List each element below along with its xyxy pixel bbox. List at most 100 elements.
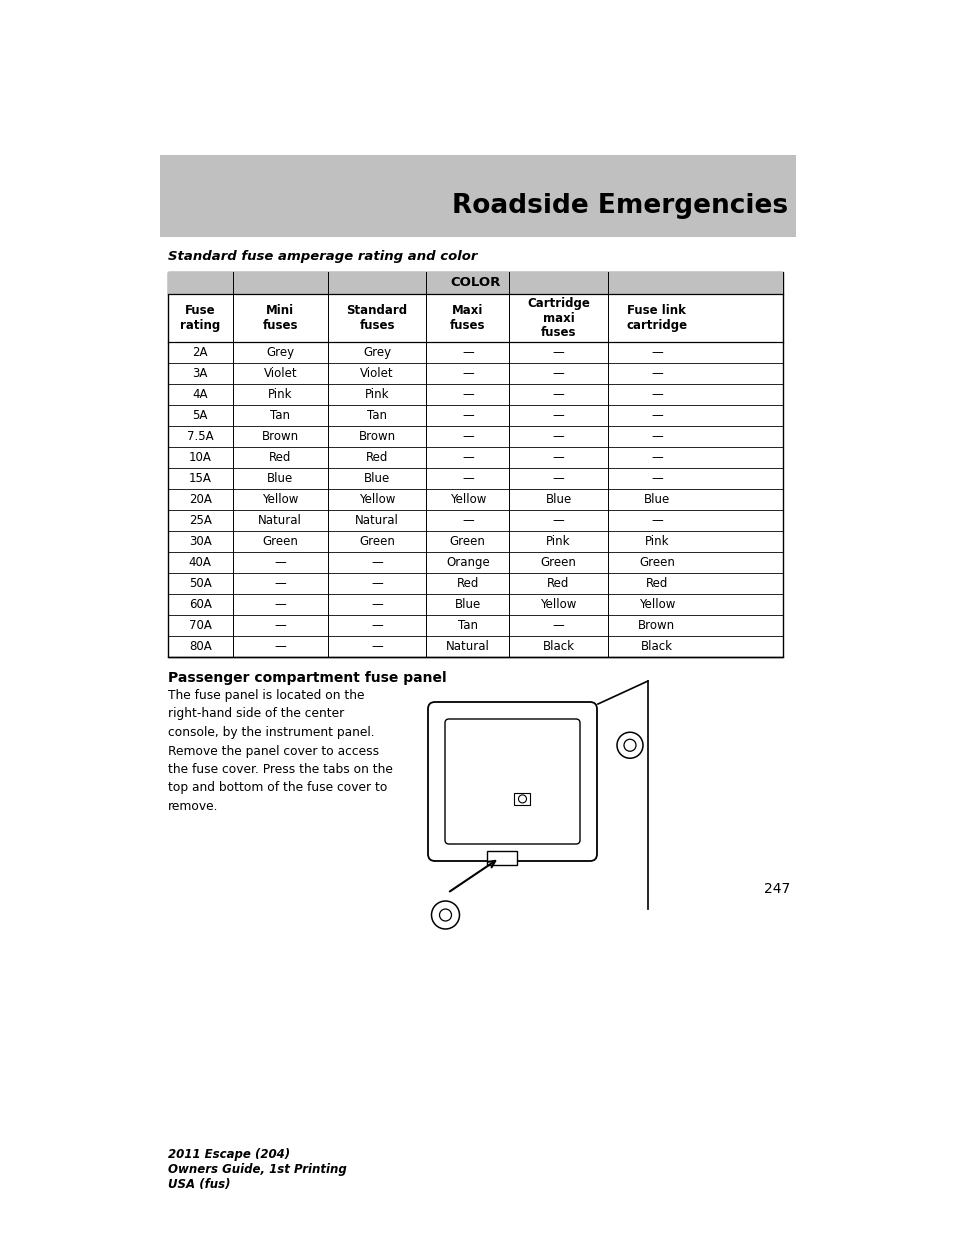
Text: 5A: 5A	[193, 409, 208, 422]
Text: —: —	[371, 577, 382, 590]
Text: 40A: 40A	[189, 556, 212, 569]
Text: —: —	[552, 430, 564, 443]
Text: —: —	[274, 577, 286, 590]
Text: Tan: Tan	[270, 409, 290, 422]
Text: Red: Red	[456, 577, 478, 590]
Text: Pink: Pink	[268, 388, 293, 401]
Text: Tan: Tan	[457, 619, 477, 632]
Text: —: —	[650, 346, 662, 359]
Text: —: —	[461, 346, 474, 359]
Text: 30A: 30A	[189, 535, 212, 548]
Text: Yellow: Yellow	[539, 598, 577, 611]
Text: 25A: 25A	[189, 514, 212, 527]
Text: Yellow: Yellow	[449, 493, 485, 506]
Text: Pink: Pink	[644, 535, 668, 548]
Text: Blue: Blue	[455, 598, 480, 611]
Text: Green: Green	[358, 535, 395, 548]
Text: Natural: Natural	[258, 514, 302, 527]
Text: 15A: 15A	[189, 472, 212, 485]
Text: Brown: Brown	[638, 619, 675, 632]
Text: Mini
fuses: Mini fuses	[262, 304, 297, 332]
Bar	[168, 272, 782, 657]
Text: —: —	[371, 640, 382, 653]
Text: Red: Red	[366, 451, 388, 464]
Text: Yellow: Yellow	[262, 493, 298, 506]
Text: —: —	[650, 451, 662, 464]
Text: Red: Red	[645, 577, 667, 590]
Text: Brown: Brown	[261, 430, 298, 443]
Text: —: —	[371, 598, 382, 611]
Text: Roadside Emergencies: Roadside Emergencies	[452, 193, 787, 219]
Text: —: —	[650, 409, 662, 422]
Text: Natural: Natural	[355, 514, 398, 527]
Text: —: —	[552, 619, 564, 632]
Text: 60A: 60A	[189, 598, 212, 611]
Text: 10A: 10A	[189, 451, 212, 464]
Text: Brown: Brown	[358, 430, 395, 443]
Text: Violet: Violet	[360, 367, 394, 380]
Circle shape	[431, 902, 459, 929]
FancyBboxPatch shape	[428, 701, 597, 861]
Text: Black: Black	[640, 640, 672, 653]
Text: The fuse panel is located on the
right-hand side of the center
console, by the i: The fuse panel is located on the right-h…	[168, 689, 393, 813]
Text: Owners Guide, 1st Printing: Owners Guide, 1st Printing	[168, 1163, 346, 1176]
Text: Blue: Blue	[643, 493, 669, 506]
Bar	[487, 851, 517, 864]
Text: Grey: Grey	[266, 346, 294, 359]
Text: Pink: Pink	[364, 388, 389, 401]
Text: —: —	[552, 367, 564, 380]
Text: —: —	[461, 514, 474, 527]
Text: —: —	[371, 619, 382, 632]
Text: —: —	[461, 451, 474, 464]
Text: Orange: Orange	[445, 556, 489, 569]
Text: 2011 Escape (204): 2011 Escape (204)	[168, 1149, 290, 1161]
Text: Pink: Pink	[546, 535, 570, 548]
Text: Fuse link
cartridge: Fuse link cartridge	[626, 304, 687, 332]
Text: Standard
fuses: Standard fuses	[346, 304, 407, 332]
Text: —: —	[274, 640, 286, 653]
Text: —: —	[274, 598, 286, 611]
Text: COLOR: COLOR	[450, 277, 500, 289]
Text: Fuse
rating: Fuse rating	[180, 304, 220, 332]
Text: Blue: Blue	[267, 472, 294, 485]
Text: —: —	[650, 367, 662, 380]
Text: Tan: Tan	[367, 409, 387, 422]
Text: —: —	[650, 472, 662, 485]
Text: Yellow: Yellow	[358, 493, 395, 506]
Circle shape	[623, 740, 636, 751]
Text: Green: Green	[639, 556, 674, 569]
Text: Yellow: Yellow	[639, 598, 675, 611]
Text: 4A: 4A	[193, 388, 208, 401]
Bar	[514, 793, 530, 805]
Text: 247: 247	[763, 882, 789, 897]
Bar	[160, 156, 795, 237]
Circle shape	[617, 732, 642, 758]
Text: Passenger compartment fuse panel: Passenger compartment fuse panel	[168, 671, 446, 685]
Text: Blue: Blue	[545, 493, 571, 506]
Text: Green: Green	[450, 535, 485, 548]
Text: Violet: Violet	[263, 367, 296, 380]
Text: Grey: Grey	[363, 346, 391, 359]
Text: —: —	[461, 388, 474, 401]
Text: USA (fus): USA (fus)	[168, 1178, 231, 1191]
Text: —: —	[274, 556, 286, 569]
Text: —: —	[552, 409, 564, 422]
Circle shape	[439, 909, 451, 921]
Text: Red: Red	[269, 451, 291, 464]
Text: 80A: 80A	[189, 640, 212, 653]
Text: 7.5A: 7.5A	[187, 430, 213, 443]
Text: 2A: 2A	[193, 346, 208, 359]
Text: Cartridge
maxi
fuses: Cartridge maxi fuses	[527, 296, 589, 340]
Text: —: —	[461, 409, 474, 422]
Text: Standard fuse amperage rating and color: Standard fuse amperage rating and color	[168, 249, 476, 263]
Text: —: —	[371, 556, 382, 569]
Text: —: —	[552, 451, 564, 464]
Text: Green: Green	[540, 556, 576, 569]
Text: 20A: 20A	[189, 493, 212, 506]
Text: —: —	[461, 472, 474, 485]
Text: Red: Red	[547, 577, 569, 590]
Text: —: —	[650, 388, 662, 401]
Text: —: —	[461, 430, 474, 443]
Text: Black: Black	[542, 640, 574, 653]
Bar	[168, 272, 782, 294]
